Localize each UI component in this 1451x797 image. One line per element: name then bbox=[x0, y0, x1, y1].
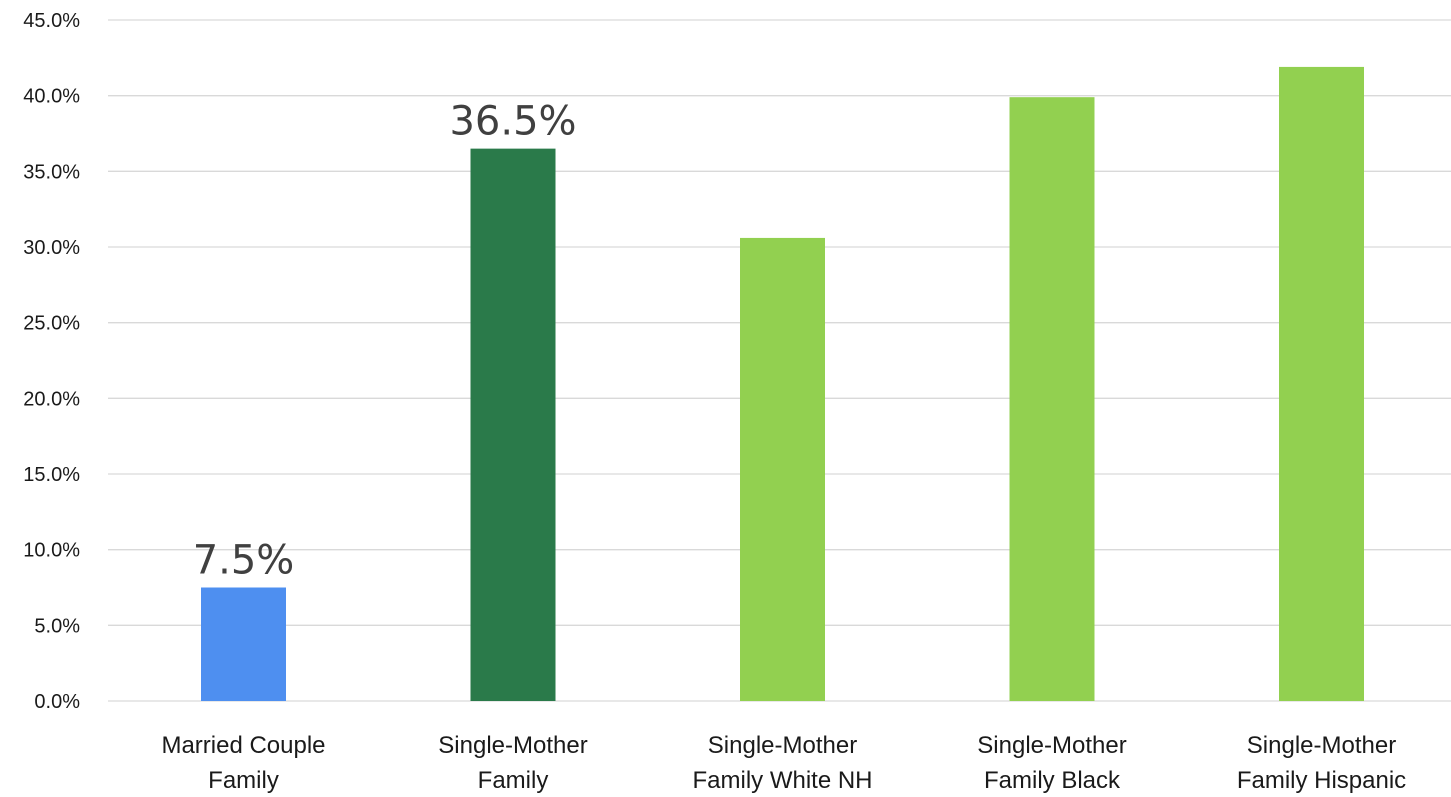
y-tick-label: 30.0% bbox=[23, 237, 80, 259]
y-tick-label: 35.0% bbox=[23, 161, 80, 183]
y-tick-label: 25.0% bbox=[23, 313, 80, 335]
data-labels: 7.5% 36.5% bbox=[193, 99, 577, 584]
y-tick-label: 20.0% bbox=[23, 388, 80, 410]
bar bbox=[201, 587, 286, 701]
data-label: 7.5% bbox=[193, 538, 295, 584]
y-tick-label: 0.0% bbox=[34, 691, 80, 713]
x-axis-category-labels: Married Couple Family Single-Mother Family S… bbox=[161, 732, 1406, 794]
bar bbox=[1009, 97, 1095, 702]
x-tick-label: Family bbox=[208, 767, 279, 794]
x-tick-label: Single-Mother bbox=[977, 732, 1126, 759]
y-axis-tick-labels: 0.0% 5.0% 10.0% 15.0% 20.0% 25.0% 30.0% 35.0% 40… bbox=[23, 10, 80, 713]
y-tick-label: 45.0% bbox=[23, 10, 80, 32]
bars bbox=[201, 66, 1364, 702]
y-tick-label: 15.0% bbox=[23, 464, 80, 486]
data-label: 36.5% bbox=[449, 99, 576, 145]
y-tick-label: 5.0% bbox=[34, 615, 80, 637]
y-tick-label: 40.0% bbox=[23, 86, 80, 108]
x-tick-label: Single-Mother bbox=[1247, 732, 1396, 759]
bar bbox=[1279, 66, 1364, 701]
bar bbox=[740, 237, 825, 702]
x-tick-label: Family Black bbox=[984, 767, 1121, 794]
x-tick-label: Family bbox=[478, 767, 549, 794]
y-tick-label: 10.0% bbox=[23, 540, 80, 562]
x-tick-label: Single-Mother bbox=[438, 732, 587, 759]
x-tick-label: Family White NH bbox=[692, 767, 872, 794]
bar bbox=[470, 148, 556, 702]
x-tick-label: Single-Mother bbox=[708, 732, 857, 759]
x-tick-label: Married Couple bbox=[161, 732, 325, 759]
x-tick-label: Family Hispanic bbox=[1237, 767, 1406, 794]
